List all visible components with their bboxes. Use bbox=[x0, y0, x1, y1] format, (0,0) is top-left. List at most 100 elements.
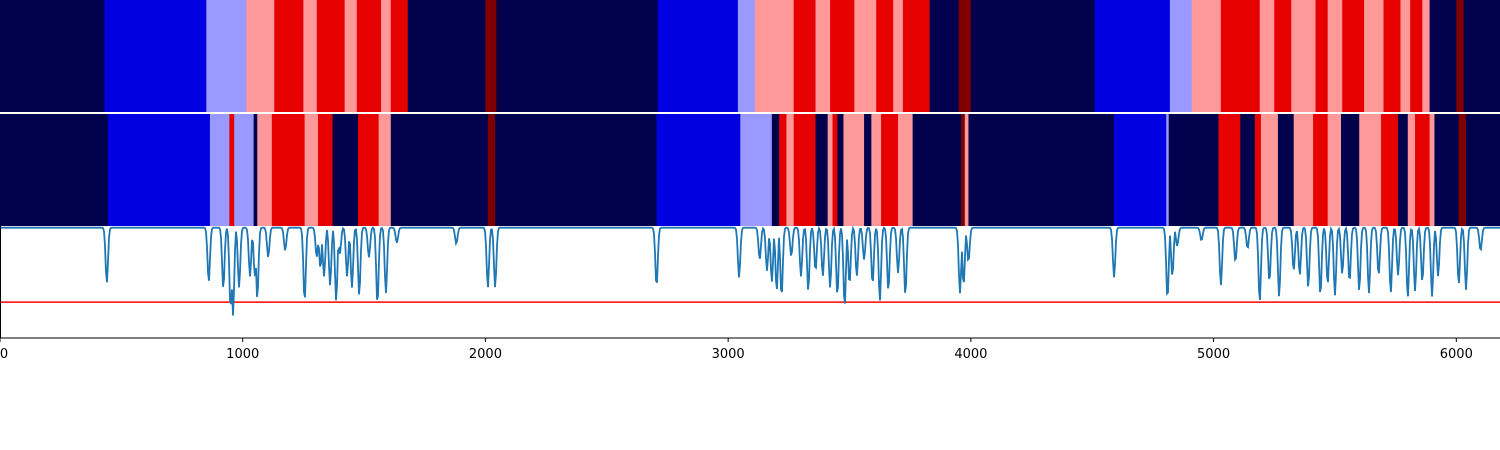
x-tick-label: 3000 bbox=[712, 347, 745, 362]
heatmap-cell bbox=[970, 0, 1096, 112]
heatmap-cell bbox=[854, 0, 877, 112]
heatmap-cell bbox=[1341, 114, 1360, 226]
heatmap-cell bbox=[390, 0, 409, 112]
heatmap-cell bbox=[793, 114, 816, 226]
heatmap-cell bbox=[1191, 0, 1222, 112]
heatmap-cell bbox=[1342, 0, 1365, 112]
heatmap-cell bbox=[912, 114, 962, 226]
line-panel bbox=[0, 225, 1500, 338]
heatmap-cell bbox=[1169, 0, 1193, 112]
heatmap-cell bbox=[1114, 114, 1167, 226]
heatmap-cell bbox=[832, 114, 838, 226]
heatmap-cell bbox=[1315, 0, 1329, 112]
heatmap-cell bbox=[876, 0, 894, 112]
heatmap-cell bbox=[229, 114, 235, 226]
heatmap-cell bbox=[871, 114, 882, 226]
heatmap-cell bbox=[1094, 0, 1171, 112]
heatmap-cell bbox=[332, 114, 359, 226]
heatmap-cell bbox=[1383, 0, 1401, 112]
heatmap-cell bbox=[893, 0, 904, 112]
heatmap-cell bbox=[206, 0, 247, 112]
heatmap-cell bbox=[771, 114, 780, 226]
heatmap-cell bbox=[737, 0, 756, 112]
heatmap-row-2 bbox=[0, 114, 1500, 226]
heatmap-cell bbox=[495, 114, 657, 226]
heatmap-cell bbox=[881, 114, 899, 226]
heatmap-cell bbox=[234, 114, 255, 226]
line-panel-background bbox=[0, 226, 1500, 338]
heatmap-cell bbox=[1277, 114, 1295, 226]
heatmap-cell bbox=[961, 114, 966, 226]
heatmap-cell bbox=[964, 114, 969, 226]
heatmap-cell bbox=[1458, 114, 1467, 226]
heatmap-cell bbox=[1327, 114, 1342, 226]
heatmap-cell bbox=[815, 114, 829, 226]
heatmap-cell bbox=[358, 114, 380, 226]
heatmap-row-1 bbox=[0, 0, 1500, 112]
x-tick-label: 0 bbox=[0, 347, 8, 362]
heatmap-cell bbox=[1293, 114, 1314, 226]
heatmap-cell bbox=[902, 0, 931, 112]
heatmap-cell bbox=[1259, 0, 1275, 112]
heatmap-cell bbox=[1422, 0, 1431, 112]
heatmap-cell bbox=[815, 0, 831, 112]
x-axis-ticks: 0 1000 2000 3000 4000 5000 6000 bbox=[0, 338, 1473, 362]
x-tick-label: 1000 bbox=[226, 347, 259, 362]
heatmap-cell bbox=[317, 114, 333, 226]
heatmap-cell bbox=[958, 0, 972, 112]
heatmap-cell bbox=[1434, 114, 1460, 226]
heatmap-cell bbox=[1274, 0, 1292, 112]
heatmap-cell bbox=[496, 0, 659, 112]
heatmap-cell bbox=[303, 0, 318, 112]
heatmap-cell bbox=[1410, 0, 1423, 112]
heatmap-cell bbox=[1168, 114, 1219, 226]
heatmap-cell bbox=[257, 114, 273, 226]
heatmap-cell bbox=[1166, 114, 1170, 226]
heatmap-cell bbox=[1407, 114, 1416, 226]
heatmap-cell bbox=[0, 0, 105, 112]
heatmap-cell bbox=[1364, 0, 1384, 112]
heatmap-cell bbox=[1400, 0, 1411, 112]
heatmap-cell bbox=[1466, 114, 1500, 226]
heatmap-cell bbox=[1260, 114, 1279, 226]
heatmap-cell bbox=[740, 114, 773, 226]
heatmap-cell bbox=[1313, 114, 1329, 226]
heatmap-cell bbox=[209, 114, 230, 226]
heatmap-cell bbox=[1398, 114, 1409, 226]
heatmap-cell bbox=[827, 114, 833, 226]
heatmap-cell bbox=[1218, 114, 1241, 226]
heatmap-cell bbox=[274, 0, 304, 112]
heatmap-cell bbox=[1254, 114, 1262, 226]
x-tick-label: 6000 bbox=[1440, 347, 1473, 362]
heatmap-cell bbox=[929, 0, 960, 112]
heatmap-cell bbox=[487, 114, 496, 226]
heatmap-cell bbox=[657, 0, 739, 112]
heatmap-cell bbox=[104, 0, 207, 112]
heatmap-cell bbox=[378, 114, 392, 226]
heatmap-cell bbox=[1327, 0, 1343, 112]
heatmap-cell bbox=[793, 0, 816, 112]
heatmap-cell bbox=[1291, 0, 1316, 112]
heatmap-cell bbox=[1240, 114, 1256, 226]
heatmap-cell bbox=[968, 114, 1115, 226]
series-line bbox=[0, 225, 1500, 316]
heatmap-cell bbox=[1463, 0, 1500, 112]
heatmap-cell bbox=[898, 114, 914, 226]
heatmap-cell bbox=[304, 114, 319, 226]
heatmap-cell bbox=[344, 0, 358, 112]
heatmap-cell bbox=[316, 0, 346, 112]
heatmap-cell bbox=[390, 114, 489, 226]
heatmap-cell bbox=[246, 0, 275, 112]
heatmap-cell bbox=[1381, 114, 1399, 226]
heatmap-cell bbox=[108, 114, 211, 226]
heatmap-cell bbox=[1429, 0, 1457, 112]
x-tick-label: 5000 bbox=[1197, 347, 1230, 362]
heatmap-cell bbox=[0, 114, 109, 226]
heatmap-cell bbox=[356, 0, 382, 112]
x-tick-label: 4000 bbox=[954, 347, 987, 362]
heatmap-cell bbox=[1456, 0, 1464, 112]
heatmap-cell bbox=[407, 0, 486, 112]
heatmap-cell bbox=[864, 114, 872, 226]
heatmap-cell bbox=[1359, 114, 1382, 226]
heatmap-cell bbox=[837, 114, 844, 226]
